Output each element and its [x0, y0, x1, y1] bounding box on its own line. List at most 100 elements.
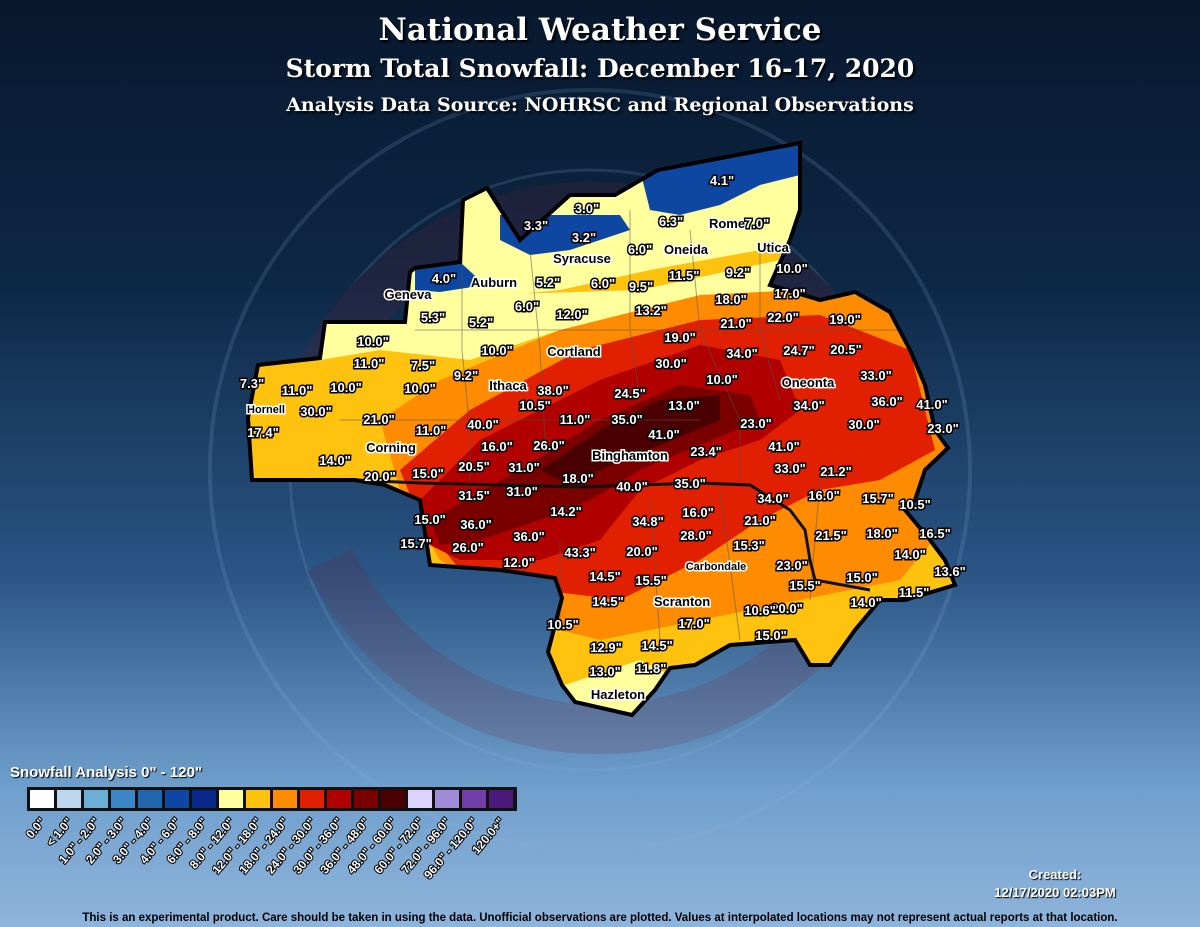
snowfall-observation: 20.0": [771, 601, 802, 616]
legend-swatch: [273, 790, 297, 808]
created-label: Created:: [1028, 867, 1082, 882]
snowfall-observation: 7.5": [411, 358, 435, 373]
city-label: Oneida: [664, 242, 709, 257]
snowfall-observation: 22.0": [767, 310, 798, 325]
snowfall-observation: 23.0": [776, 558, 807, 573]
city-label: Syracuse: [553, 251, 611, 266]
snowfall-observation: 15.5": [789, 578, 820, 593]
snowfall-observation: 34.8": [632, 514, 663, 529]
city-label: Binghamton: [592, 448, 668, 463]
snowfall-observation: 4.0": [432, 271, 456, 286]
legend-label: 0.0": [23, 815, 48, 841]
snowfall-observation: 18.0": [562, 471, 593, 486]
observation-labels: 4.1" 3.0" 3.3" 3.2" 6.3" 7.0" 6.0" 4.0" 11.5" 9.2…: [238, 172, 967, 681]
snowfall-observation: 40.0": [467, 417, 498, 432]
snowfall-observation: 13.0": [589, 664, 620, 679]
legend-swatch: [30, 790, 54, 808]
snowfall-observation: 16.0": [682, 505, 713, 520]
city-label: Corning: [366, 440, 416, 455]
snowfall-observation: 12.9": [590, 640, 621, 655]
snowfall-observation: 16.0": [481, 439, 512, 454]
snowfall-observation: 6.3": [659, 214, 683, 229]
snowfall-observation: 14.0": [319, 453, 350, 468]
legend-swatch: [57, 790, 81, 808]
snowfall-observation: 19.0": [829, 312, 860, 327]
snowfall-observation: 14.5": [641, 638, 672, 653]
snowfall-observation: 11.0": [416, 423, 447, 438]
snowfall-observation: 3.3": [524, 218, 548, 233]
data-source: Analysis Data Source: NOHRSC and Regiona…: [286, 94, 914, 116]
snowfall-observation: 15.3": [733, 538, 764, 553]
snowfall-observation: 17.4": [247, 425, 278, 440]
snowfall-observation: 16.0": [808, 488, 839, 503]
city-label: Ithaca: [489, 378, 527, 393]
snowfall-observation: 10.5": [519, 398, 550, 413]
snowfall-observation: 10.0": [481, 343, 512, 358]
snowfall-observation: 10.0": [404, 381, 435, 396]
snowfall-observation: 18.0": [715, 292, 746, 307]
snowfall-observation: 9.2": [726, 265, 750, 280]
snowfall-observation: 10.6": [744, 603, 775, 618]
snowfall-observation: 21.0": [363, 412, 394, 427]
snowfall-observation: 31.0": [506, 484, 537, 499]
created-time: 12/17/2020 02:03PM: [994, 885, 1116, 900]
snowfall-observation: 7.3": [240, 376, 264, 391]
city-label: Geneva: [385, 287, 433, 302]
snowfall-observation: 12.0": [556, 307, 587, 322]
disclaimer: This is an experimental product. Care sh…: [82, 912, 1118, 924]
snowfall-observation: 20.5": [830, 342, 861, 357]
legend-swatch: [435, 790, 459, 808]
snowfall-observation: 18.0": [866, 526, 897, 541]
snowfall-observation: 14.0": [894, 547, 925, 562]
snowfall-observation: 9.5": [629, 279, 653, 294]
legend-swatch: [327, 790, 351, 808]
snowfall-observation: 15.0": [846, 570, 877, 585]
city-label: Auburn: [471, 275, 517, 290]
snowfall-observation: 6.0": [515, 299, 539, 314]
legend-swatch: [462, 790, 486, 808]
snowfall-observation: 21.2": [820, 464, 851, 479]
snowfall-observation: 34.0": [757, 491, 788, 506]
snowfall-observation: 6.0": [591, 276, 615, 291]
snowfall-observation: 33.0": [860, 368, 891, 383]
snowfall-observation: 3.2": [572, 230, 596, 245]
snowfall-observation: 15.7": [400, 536, 431, 551]
snowfall-observation: 5.3": [421, 310, 445, 325]
legend-swatch: [246, 790, 270, 808]
city-label: Rome: [709, 216, 745, 231]
snowfall-observation: 14.5": [589, 569, 620, 584]
snowfall-observation: 30.0": [300, 404, 331, 419]
city-label: Carbondale: [686, 561, 747, 573]
snowfall-observation: 19.0": [664, 330, 695, 345]
snowfall-observation: 30.0": [655, 356, 686, 371]
snowfall-observation: 23.4": [690, 444, 721, 459]
snowfall-observation: 21.5": [815, 528, 846, 543]
snowfall-observation: 7.0": [745, 216, 769, 231]
city-label: Utica: [757, 240, 790, 255]
legend-swatch: [219, 790, 243, 808]
snowfall-observation: 10.5": [547, 617, 578, 632]
snowfall-observation: 10.0": [706, 372, 737, 387]
snowfall-observation: 15.5": [635, 573, 666, 588]
snowfall-observation: 10.0": [357, 334, 388, 349]
snowfall-observation: 24.7": [783, 343, 814, 358]
snowfall-observation: 5.2": [469, 315, 493, 330]
snowfall-observation: 33.0": [774, 461, 805, 476]
snowfall-observation: 11.8": [636, 661, 667, 676]
snowfall-observation: 11.0": [354, 356, 385, 371]
snowfall-observation: 13.0": [668, 398, 699, 413]
snowfall-observation: 10.5": [899, 497, 930, 512]
snowfall-observation: 38.0": [537, 383, 568, 398]
snowfall-observation: 11.0": [282, 383, 313, 398]
snowfall-legend: 0.0"< 1.0"1.0" - 2.0"2.0" - 3.0"3.0" - 4…: [22, 787, 517, 883]
snowfall-observation: 11.5": [669, 268, 700, 283]
map-subtitle: Storm Total Snowfall: December 16-17, 20…: [285, 54, 915, 83]
snowfall-observation: 36.0": [513, 529, 544, 544]
snowfall-observation: 24.5": [614, 386, 645, 401]
city-label: Hornell: [247, 404, 285, 416]
snowfall-observation: 23.0": [740, 416, 771, 431]
snowfall-observation: 14.5": [592, 594, 623, 609]
snowfall-observation: 34.0": [793, 398, 824, 413]
